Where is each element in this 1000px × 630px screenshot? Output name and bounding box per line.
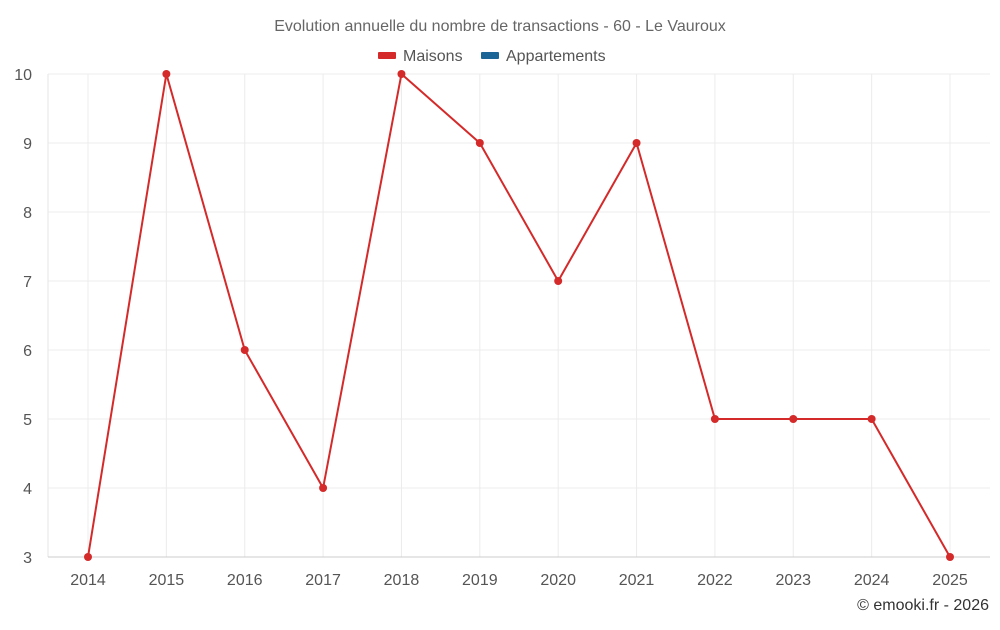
point-maisons-2017[interactable] (319, 484, 328, 492)
x-tick-2018: 2018 (384, 572, 420, 589)
legend-swatch-maisons (378, 52, 396, 59)
x-tick-2025: 2025 (932, 572, 968, 589)
series-line-maisons (87, 73, 951, 558)
point-maisons-2025[interactable] (946, 553, 954, 561)
x-tick-2019: 2019 (462, 572, 498, 589)
x-tick-2024: 2024 (854, 572, 890, 589)
y-tick-10: 10 (14, 67, 32, 84)
legend-label-maisons: Maisons (403, 48, 463, 65)
legend-item-maisons[interactable]: Maisons (378, 48, 463, 65)
point-maisons-2019[interactable] (475, 139, 484, 147)
series-maisons (84, 70, 954, 561)
grid (48, 73, 990, 557)
x-tick-2017: 2017 (305, 572, 341, 589)
point-maisons-2018[interactable] (397, 70, 406, 78)
y-tick-7: 7 (23, 274, 32, 291)
y-tick-4: 4 (23, 481, 32, 498)
point-maisons-2014[interactable] (84, 553, 92, 561)
x-tick-2020: 2020 (540, 572, 576, 589)
legend-label-appartements: Appartements (506, 48, 606, 65)
point-maisons-2022[interactable] (710, 415, 719, 423)
x-tick-2015: 2015 (149, 572, 185, 589)
point-maisons-2023[interactable] (789, 415, 798, 423)
y-tick-5: 5 (23, 412, 32, 429)
legend-swatch-appartements (481, 52, 499, 59)
y-tick-8: 8 (23, 205, 32, 222)
y-tick-6: 6 (23, 343, 32, 360)
chart-title: Evolution annuelle du nombre de transact… (274, 18, 726, 35)
point-maisons-2015[interactable] (162, 70, 171, 78)
x-tick-2021: 2021 (619, 572, 655, 589)
legend-item-appartements[interactable]: Appartements (481, 48, 606, 65)
y-tick-9: 9 (23, 136, 32, 153)
point-maisons-2016[interactable] (240, 346, 249, 354)
y-tick-3: 3 (23, 550, 32, 567)
credit-text: © emooki.fr - 2026 (857, 597, 989, 614)
x-tick-2014: 2014 (70, 572, 106, 589)
point-maisons-2020[interactable] (554, 277, 563, 285)
axes: 3 4 5 6 7 8 9 10 2014 2015 2016 2017 2018 2019 2020 202… (14, 67, 990, 589)
x-tick-2022: 2022 (697, 572, 733, 589)
x-tick-2016: 2016 (227, 572, 263, 589)
point-maisons-2024[interactable] (867, 415, 876, 423)
legend: Maisons Appartements (378, 48, 606, 65)
x-tick-2023: 2023 (775, 572, 811, 589)
point-maisons-2021[interactable] (632, 139, 641, 147)
